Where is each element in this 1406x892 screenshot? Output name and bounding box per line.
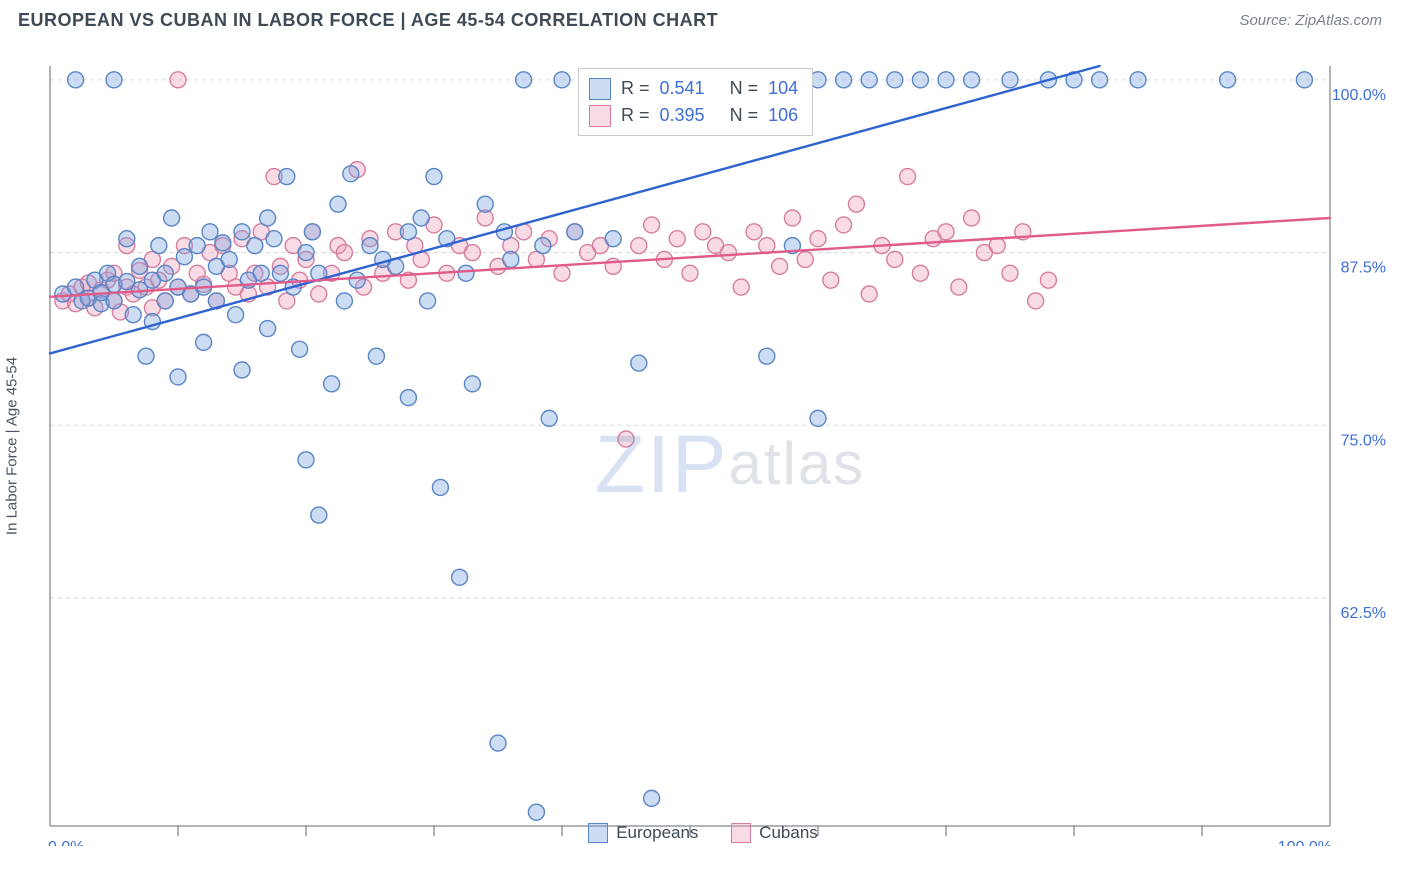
source-label: Source: ZipAtlas.com [1239, 12, 1382, 29]
n-value-cubans: 106 [768, 102, 798, 129]
legend-label-europeans: Europeans [616, 823, 698, 843]
swatch-cubans [589, 105, 611, 127]
swatch-europeans [589, 78, 611, 100]
series-legend: Europeans Cubans [18, 823, 1388, 848]
scatter-chart: 62.5%75.0%87.5%100.0%0.0%100.0% [18, 46, 1388, 846]
chart-title: EUROPEAN VS CUBAN IN LABOR FORCE | AGE 4… [18, 10, 718, 31]
legend-row-cubans: R = 0.395 N = 106 [589, 102, 798, 129]
chart-container: In Labor Force | Age 45-54 62.5%75.0%87.… [18, 46, 1388, 846]
n-label: N = [730, 102, 759, 129]
y-axis-label: In Labor Force | Age 45-54 [4, 357, 21, 535]
n-label: N = [730, 75, 759, 102]
r-value-europeans: 0.541 [660, 75, 705, 102]
legend-label-cubans: Cubans [759, 823, 818, 843]
correlation-legend: R = 0.541 N = 104 R = 0.395 N = 106 [578, 68, 813, 136]
legend-item-cubans: Cubans [731, 823, 818, 843]
legend-row-europeans: R = 0.541 N = 104 [589, 75, 798, 102]
swatch-cubans-icon [731, 823, 751, 843]
swatch-europeans-icon [588, 823, 608, 843]
svg-text:100.0%: 100.0% [1332, 87, 1386, 104]
legend-item-europeans: Europeans [588, 823, 698, 843]
r-value-cubans: 0.395 [660, 102, 705, 129]
r-label: R = [621, 102, 650, 129]
n-value-europeans: 104 [768, 75, 798, 102]
r-label: R = [621, 75, 650, 102]
svg-text:87.5%: 87.5% [1341, 260, 1386, 277]
svg-text:75.0%: 75.0% [1341, 432, 1386, 449]
svg-text:62.5%: 62.5% [1341, 605, 1386, 622]
